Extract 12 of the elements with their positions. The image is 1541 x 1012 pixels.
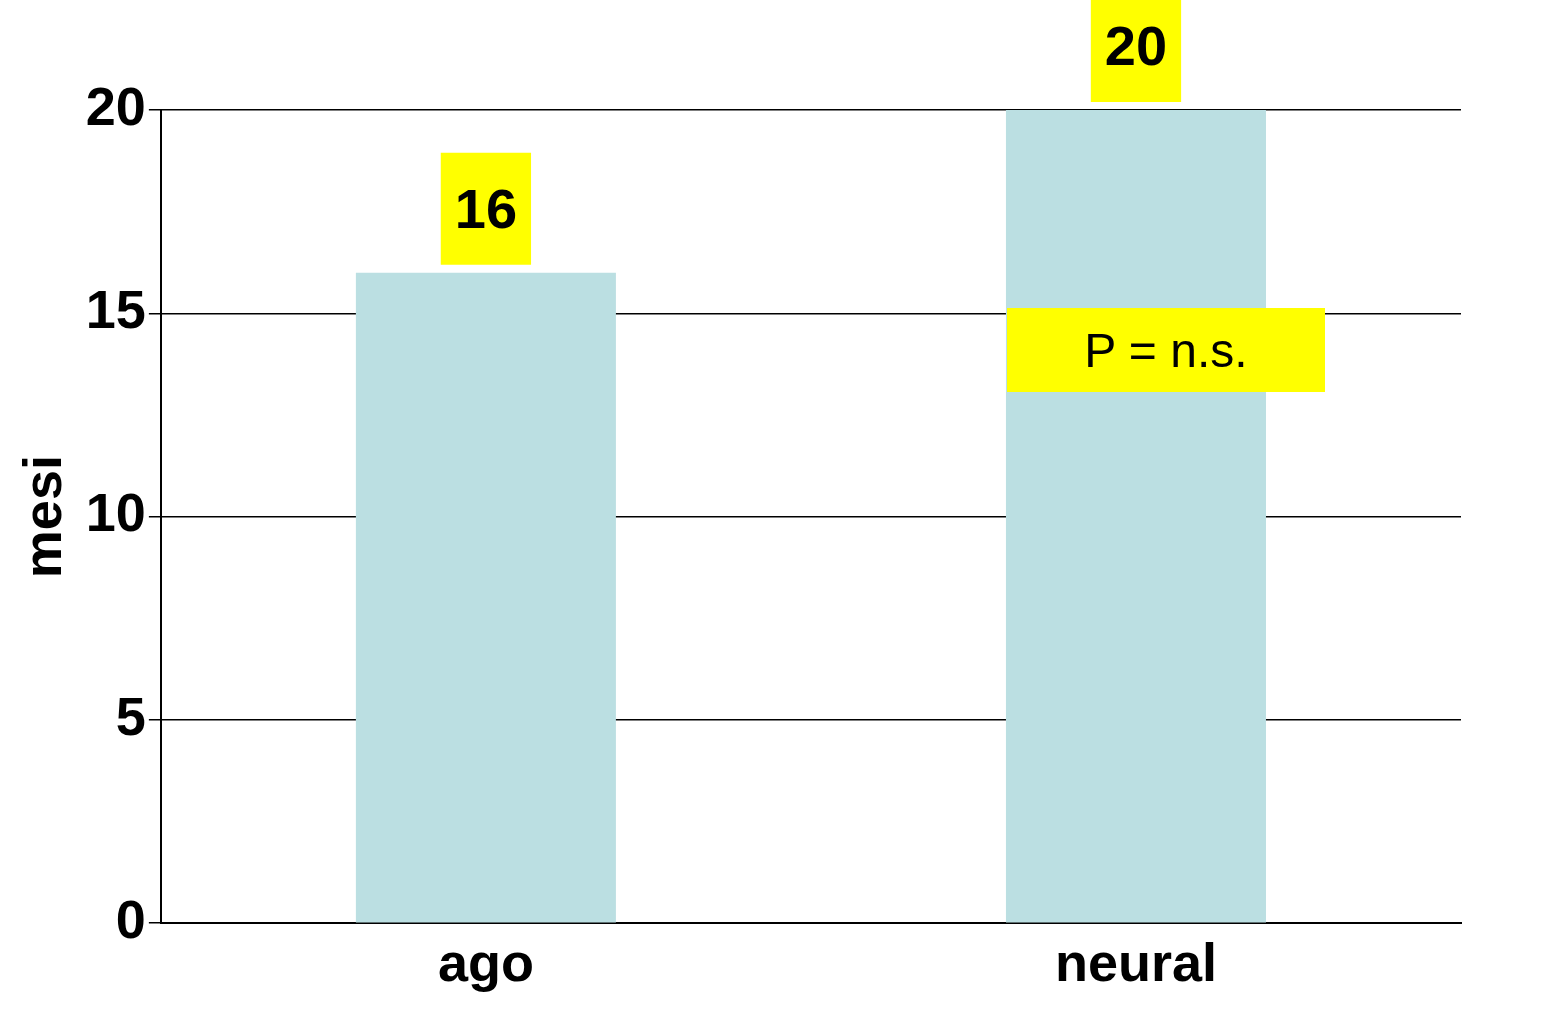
y-tick-label: 10	[85, 482, 146, 543]
y-tick-label: 15	[85, 279, 146, 340]
y-tick-label: 5	[115, 685, 146, 746]
annotation: P = n.s.	[1084, 322, 1248, 378]
x-tick-label: neural	[1054, 932, 1217, 993]
data-label: 16	[454, 177, 518, 241]
y-axis-title: mesi	[12, 455, 73, 579]
note-box: P = n.s.	[1006, 308, 1325, 392]
y-tick-label: 20	[85, 75, 146, 136]
x-tick-label: ago	[437, 932, 534, 993]
data-label: 20	[1104, 14, 1168, 78]
y-tick-label: 0	[115, 889, 146, 950]
